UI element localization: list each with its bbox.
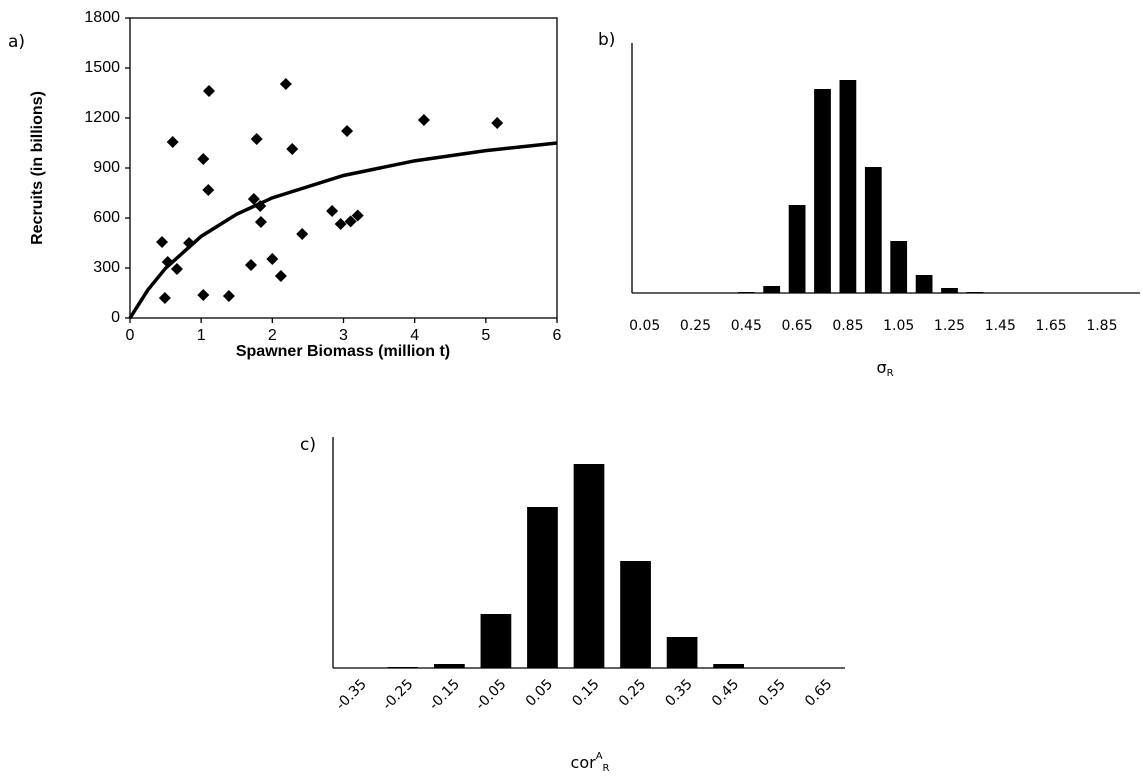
data-point xyxy=(197,153,210,165)
bar xyxy=(941,288,958,293)
x-tick-label: -0.15 xyxy=(426,676,463,713)
data-point xyxy=(250,133,263,145)
x-tick-label: 6 xyxy=(553,327,562,344)
bar xyxy=(620,561,651,668)
x-axis-label-sup: A xyxy=(596,751,603,762)
bar xyxy=(763,286,781,293)
data-point xyxy=(274,270,287,282)
data-point xyxy=(166,136,179,148)
x-tick-label: 0.05 xyxy=(523,676,556,709)
x-tick-label: 0.45 xyxy=(709,676,742,709)
bar xyxy=(480,614,512,668)
data-point xyxy=(326,205,339,217)
data-point xyxy=(156,236,169,248)
data-point xyxy=(286,143,299,155)
data-point xyxy=(334,218,347,230)
data-point xyxy=(202,184,215,196)
bar xyxy=(666,637,698,668)
y-tick-label: 600 xyxy=(93,209,120,226)
bar xyxy=(839,80,857,293)
x-tick-label: 0.05 xyxy=(629,318,660,334)
x-tick-label: 0.25 xyxy=(680,318,711,334)
bar xyxy=(573,464,605,668)
panel-label: c) xyxy=(300,435,316,455)
x-tick-label: 5 xyxy=(481,327,490,344)
bar xyxy=(864,167,882,293)
bar xyxy=(966,292,984,293)
data-point xyxy=(279,78,292,90)
x-tick-label: 1.85 xyxy=(1086,318,1117,334)
x-tick-label: -0.35 xyxy=(333,676,370,713)
plot-frame xyxy=(129,17,558,319)
y-axis-label: Recruits (in billions) xyxy=(29,91,46,245)
x-tick-label: -0.25 xyxy=(380,676,417,713)
y-tick-label: 1500 xyxy=(84,59,120,76)
data-point xyxy=(254,216,267,228)
x-tick-label: -0.05 xyxy=(473,676,510,713)
data-point xyxy=(266,253,279,265)
x-tick-label: 0.65 xyxy=(782,318,813,334)
x-tick-label: 1.05 xyxy=(883,318,914,334)
data-point xyxy=(222,290,235,302)
x-tick-label: 0.35 xyxy=(662,676,695,709)
x-axis-label-main: cor xyxy=(571,753,597,772)
x-tick-label: 4 xyxy=(410,327,419,344)
bar xyxy=(788,205,806,293)
x-tick-label: 0.45 xyxy=(731,318,762,334)
x-tick-label: 0.15 xyxy=(569,676,602,709)
bar xyxy=(713,664,744,668)
data-point xyxy=(491,117,504,129)
x-tick-label: 2 xyxy=(268,327,277,344)
x-tick-label: 3 xyxy=(339,327,348,344)
data-point xyxy=(341,125,354,137)
bar xyxy=(387,667,419,668)
y-tick-label: 1800 xyxy=(84,9,120,26)
x-tick-label: 0.25 xyxy=(616,676,649,709)
data-point xyxy=(170,263,183,275)
y-tick-label: 0 xyxy=(111,309,120,326)
x-axis-label-main: σ xyxy=(876,358,886,377)
data-point xyxy=(202,85,215,97)
data-point xyxy=(244,259,257,271)
x-tick-label: 1 xyxy=(197,327,206,344)
bar xyxy=(737,292,755,293)
data-point xyxy=(351,209,364,222)
x-tick-label: 1.45 xyxy=(985,318,1016,334)
y-tick-label: 900 xyxy=(93,159,120,176)
y-tick-label: 1200 xyxy=(84,109,120,126)
x-tick-label: 0.65 xyxy=(802,676,835,709)
bar xyxy=(890,241,908,293)
data-point xyxy=(344,215,357,228)
panel-label: a) xyxy=(8,32,25,52)
x-tick-label: 0 xyxy=(126,327,135,344)
fit-curve xyxy=(128,141,558,319)
bar xyxy=(434,664,465,668)
x-tick-label: 1.65 xyxy=(1036,318,1067,334)
data-point xyxy=(247,193,260,205)
data-point xyxy=(296,228,309,240)
bar xyxy=(915,275,933,293)
bar xyxy=(814,89,831,293)
x-tick-label: 0.55 xyxy=(755,676,788,709)
panel-label: b) xyxy=(598,30,615,50)
x-tick-label: 0.85 xyxy=(832,318,863,334)
x-axis-label: corAR xyxy=(571,751,610,774)
x-axis-label-sub: R xyxy=(887,368,894,379)
data-point xyxy=(158,292,171,304)
x-axis-label-sub: R xyxy=(603,763,610,774)
x-axis-label: σR xyxy=(876,358,893,380)
bar xyxy=(527,507,558,668)
x-axis-label: Spawner Biomass (million t) xyxy=(236,343,450,360)
data-point xyxy=(197,289,210,301)
data-point xyxy=(417,114,430,126)
y-tick-label: 300 xyxy=(93,259,120,276)
x-tick-label: 1.25 xyxy=(934,318,965,334)
